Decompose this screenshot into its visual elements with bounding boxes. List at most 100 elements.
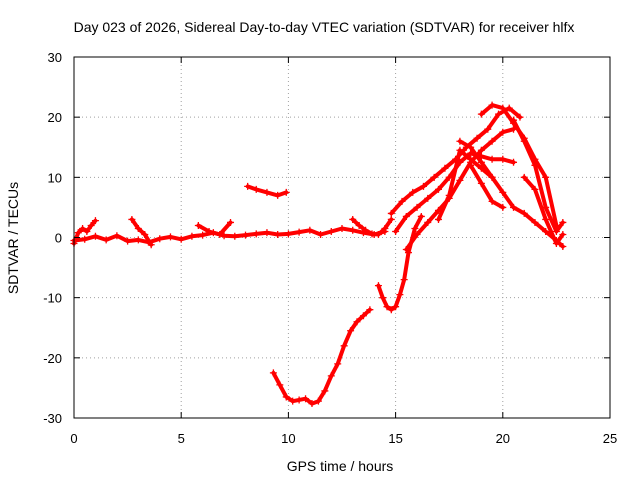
data-point	[441, 164, 449, 172]
x-tick-label: 5	[178, 431, 185, 446]
data-series	[467, 161, 507, 211]
data-point	[194, 221, 202, 229]
data-point	[231, 232, 239, 240]
data-point	[387, 209, 395, 217]
series-trace	[72, 226, 387, 245]
data-point	[295, 228, 303, 236]
data-point	[381, 224, 389, 232]
data-point	[467, 161, 475, 169]
data-point	[113, 232, 121, 240]
data-point	[445, 191, 453, 199]
data-point	[124, 237, 132, 245]
data-point	[340, 342, 348, 350]
data-point	[327, 227, 335, 235]
data-point	[510, 116, 518, 124]
data-point	[347, 327, 355, 335]
data-point	[83, 227, 91, 235]
data-point	[274, 230, 282, 238]
data-point	[134, 224, 142, 232]
data-point	[91, 232, 99, 240]
series-trace	[436, 148, 495, 222]
data-point	[263, 188, 271, 196]
data-point	[349, 226, 357, 234]
data-point	[227, 218, 235, 226]
data-point	[456, 146, 464, 154]
data-point	[477, 179, 485, 187]
data-point	[456, 176, 464, 184]
data-point	[81, 235, 89, 243]
y-tick-label: 20	[48, 110, 62, 125]
data-point	[338, 224, 346, 232]
data-point	[559, 230, 567, 238]
data-point	[147, 241, 155, 249]
data-point	[79, 224, 87, 232]
y-tick-label: 0	[55, 231, 62, 246]
data-point	[387, 306, 395, 314]
data-point	[477, 110, 485, 118]
data-series	[269, 306, 374, 408]
data-point	[499, 188, 507, 196]
data-point	[456, 137, 464, 145]
data-point	[488, 155, 496, 163]
data-point	[505, 104, 513, 112]
data-point	[531, 161, 539, 169]
data-point	[282, 393, 290, 401]
data-point	[327, 372, 335, 380]
data-point	[430, 173, 438, 181]
data-point	[314, 397, 322, 405]
data-point	[510, 203, 518, 211]
data-point	[398, 197, 406, 205]
data-series	[194, 218, 235, 238]
data-point	[392, 227, 400, 235]
data-point	[74, 229, 82, 237]
data-point	[87, 221, 95, 229]
data-point	[156, 235, 164, 243]
data-point	[488, 173, 496, 181]
data-point	[559, 218, 567, 226]
data-point	[520, 137, 528, 145]
data-point	[216, 230, 224, 238]
data-point	[413, 203, 421, 211]
data-point	[413, 230, 421, 238]
data-point	[552, 240, 560, 248]
data-point	[188, 232, 196, 240]
data-point	[263, 229, 271, 237]
data-point	[434, 185, 442, 193]
data-point	[321, 387, 329, 395]
data-point	[499, 203, 507, 211]
data-point	[484, 125, 492, 133]
data-point	[392, 303, 400, 311]
data-point	[308, 400, 316, 408]
data-point	[284, 230, 292, 238]
y-tick-label: -10	[43, 291, 62, 306]
chart-title: Day 023 of 2026, Sidereal Day-to-day VTE…	[74, 19, 575, 35]
data-point	[396, 291, 404, 299]
data-point	[488, 197, 496, 205]
plot-data	[70, 101, 567, 408]
data-point	[402, 246, 410, 254]
data-point	[295, 396, 303, 404]
y-axis-label: SDTVAR / TECUs	[5, 182, 21, 294]
data-point	[199, 231, 207, 239]
data-point	[289, 397, 297, 405]
data-point	[274, 191, 282, 199]
data-point	[499, 104, 507, 112]
data-point	[409, 188, 417, 196]
data-point	[205, 227, 213, 235]
data-point	[520, 209, 528, 217]
data-point	[424, 218, 432, 226]
data-point	[379, 294, 387, 302]
data-point	[134, 236, 142, 244]
series-trace	[511, 118, 565, 234]
data-point	[467, 143, 475, 151]
x-tick-label: 25	[603, 431, 617, 446]
x-tick-label: 0	[70, 431, 77, 446]
data-point	[499, 155, 507, 163]
data-point	[128, 215, 136, 223]
data-point	[495, 110, 503, 118]
data-series	[70, 224, 389, 246]
y-tick-label: 30	[48, 50, 62, 65]
data-point	[499, 128, 507, 136]
x-tick-label: 20	[496, 431, 510, 446]
